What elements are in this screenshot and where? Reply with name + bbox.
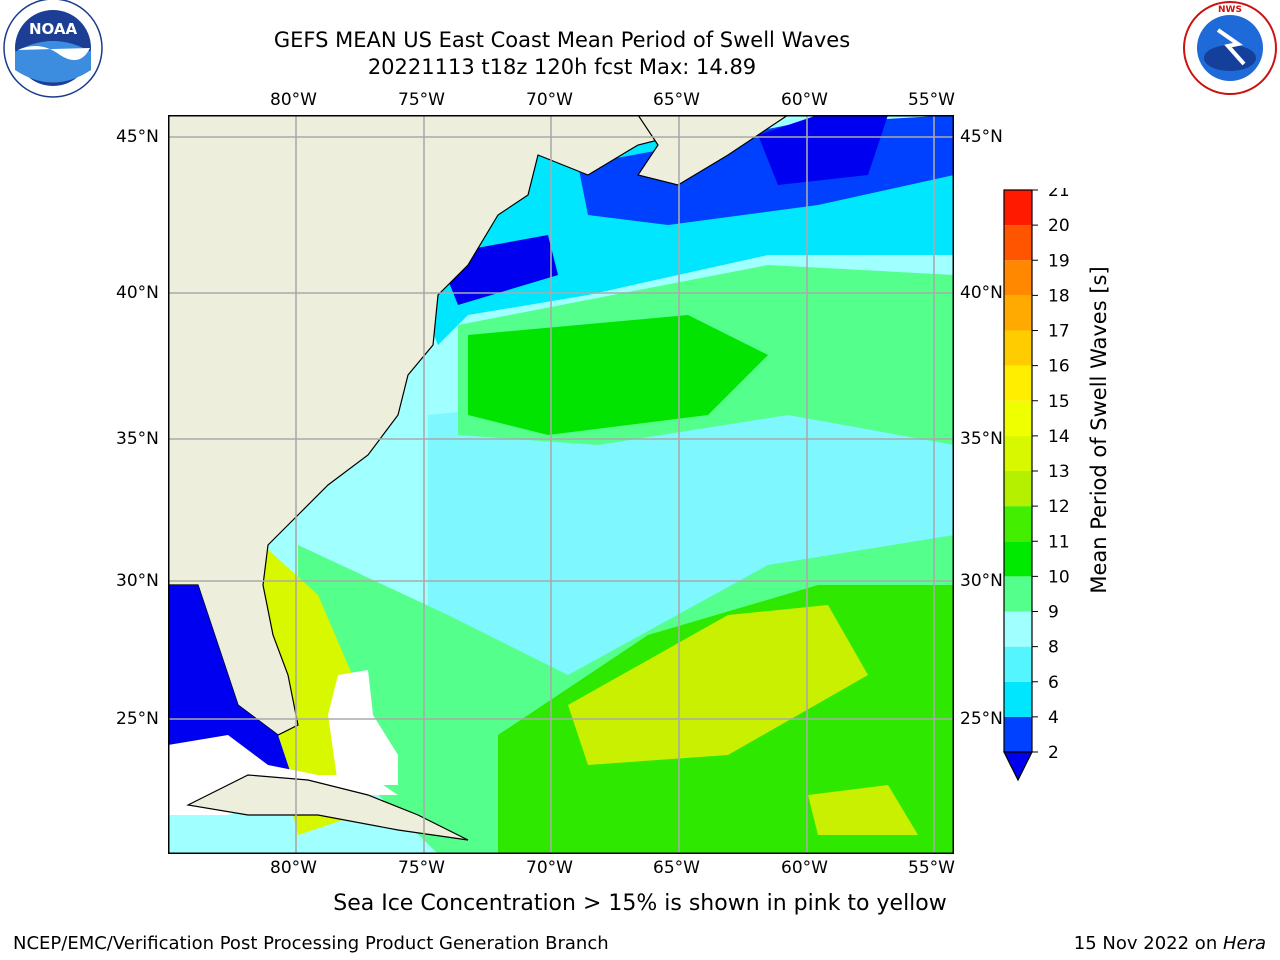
svg-text:NWS: NWS [1218,5,1242,15]
lon-label-bottom-80w: 80°W [270,858,317,878]
noaa-logo: NOAA [0,0,106,100]
colorbar-tick-label: 15 [1048,392,1070,412]
colorbar-segment [1004,681,1032,717]
colorbar-tick-label: 6 [1048,673,1059,693]
colorbar-tick-label: 14 [1048,427,1070,447]
colorbar-label-wrap: Mean Period of Swell Waves [s] [1084,200,1114,660]
lon-label-top-75w: 75°W [398,90,445,110]
swell-period-map [167,114,954,854]
machine-name: Hera [1222,933,1266,954]
yellow-zone [568,605,868,765]
lat-label-right-25n: 25°N [960,709,1003,729]
noaa-logo-text: NOAA [29,20,78,38]
colorbar-segment [1004,646,1032,682]
lon-label-top-55w: 55°W [908,90,955,110]
map-border [168,115,954,854]
colorbar-segment [1004,400,1032,436]
colorbar-tick-label: 11 [1048,532,1070,552]
colorbar-tick-label: 18 [1048,286,1070,306]
credit-text: NCEP/EMC/Verification Post Processing Pr… [13,933,609,954]
lat-label-left-40n: 40°N [116,283,159,303]
colorbar-tick-label: 13 [1048,462,1070,482]
colorbar-segment [1004,330,1032,366]
lat-label-right-30n: 30°N [960,571,1003,591]
colorbar-extend-arrow [1003,751,1033,782]
us-east-coast-land [167,114,710,736]
sea-ice-note: Sea Ice Concentration > 15% is shown in … [333,891,947,916]
colorbar-tick-label: 12 [1048,497,1070,517]
colorbar-label: Mean Period of Swell Waves [s] [1087,266,1111,594]
map-title: GEFS MEAN US East Coast Mean Period of S… [273,28,851,52]
colorbar-tick-label: 4 [1048,708,1059,728]
yellow-patch [808,785,918,835]
colorbar-segment [1004,541,1032,577]
colorbar-segment [1004,716,1032,752]
lon-label-bottom-60w: 60°W [781,858,828,878]
lon-label-top-80w: 80°W [270,90,317,110]
lon-label-bottom-65w: 65°W [653,858,700,878]
colorbar-tick-label: 2 [1048,743,1059,763]
colorbar-tick-label: 10 [1048,567,1070,587]
map-subtitle: 20221113 t18z 120h fcst Max: 14.89 [367,55,757,79]
map-frame [167,114,954,854]
colorbar-segment [1004,190,1032,226]
lat-label-left-35n: 35°N [116,429,159,449]
lat-label-left-30n: 30°N [116,571,159,591]
colorbar-segment [1004,611,1032,647]
colorbar-tick-label: 9 [1048,603,1059,623]
colorbar-segment [1004,435,1032,471]
lon-label-bottom-75w: 75°W [398,858,445,878]
green-core-north [468,315,768,435]
colorbar-segment [1004,225,1032,261]
lon-label-top-70w: 70°W [526,90,573,110]
colorbar-tick-label: 19 [1048,251,1070,271]
colorbar-graphic: 2 4 6 8 9 10 11 12 13 14 15 16 17 18 19 20 21 [1003,181,1070,782]
colorbar-segment [1004,506,1032,542]
cuba-land [186,774,469,841]
cyan-band [428,365,954,755]
lon-label-bottom-70w: 70°W [526,858,573,878]
lon-label-top-60w: 60°W [781,90,828,110]
date-text: 15 Nov 2022 on [1073,933,1223,954]
colorbar-tick-label: 21 [1048,188,1070,201]
white-mask-bahamas [328,670,398,785]
colorbar: 2 4 6 8 9 10 11 12 13 14 15 16 17 18 19 20 21 [1000,181,1080,788]
colorbar-tick-label: 17 [1048,322,1070,342]
colorbar-segment [1004,471,1032,507]
colorbar-tick-label: 20 [1048,216,1070,236]
deep-blue-scotian [758,115,888,185]
date-stamp: 15 Nov 2022 on Hera [1074,933,1266,954]
colorbar-tick-label: 16 [1048,357,1070,377]
colorbar-segment [1004,365,1032,401]
colorbar-segment [1004,576,1032,612]
lat-label-right-45n: 45°N [960,127,1003,147]
graticule [168,115,954,854]
colorbar-segment [1004,260,1032,296]
lat-label-left-25n: 25°N [116,709,159,729]
lon-label-top-65w: 65°W [653,90,700,110]
colorbar-segment [1004,295,1032,331]
lat-label-right-35n: 35°N [960,429,1003,449]
lat-label-left-45n: 45°N [116,127,159,147]
colorbar-tick-label: 8 [1048,638,1059,658]
lon-label-bottom-55w: 55°W [908,858,955,878]
lat-label-right-40n: 40°N [960,283,1003,303]
nws-logo: NWS [1178,0,1280,100]
